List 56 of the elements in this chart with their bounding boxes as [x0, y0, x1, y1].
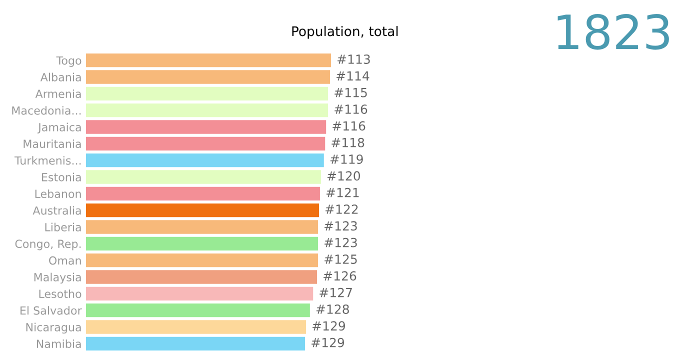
bar [86, 86, 328, 100]
y-tick-label: El Salvador [20, 306, 82, 315]
annotation: #120 [327, 171, 360, 181]
annotation: #116 [334, 104, 368, 114]
bar [86, 154, 324, 168]
bar [86, 304, 310, 318]
text: 1823 [558, 14, 669, 50]
annotation: #123 [324, 221, 357, 231]
annotation: #127 [320, 288, 352, 298]
y-tick-label: Lesotho [39, 289, 82, 298]
annotation: #115 [334, 88, 367, 98]
annotation: #119 [330, 154, 363, 164]
y-tick-label: Estonia [42, 172, 81, 182]
y-tick-label: Liberia [45, 222, 81, 232]
bar [86, 220, 318, 234]
y-tick-label: Albania [40, 72, 81, 82]
annotation: #129 [312, 338, 344, 348]
y-tick-label: Jamaica [38, 122, 81, 134]
bar [86, 320, 306, 334]
annotation: #126 [324, 271, 356, 281]
bar [86, 186, 320, 200]
annotation: #114 [336, 71, 370, 80]
bar [86, 236, 318, 250]
bar [86, 120, 326, 134]
annotation: #121 [326, 188, 359, 198]
annotation: #123 [324, 238, 357, 248]
annotation: #116 [332, 121, 366, 131]
y-tick-label: Congo, Rep. [15, 240, 81, 250]
annotation: #128 [316, 304, 349, 314]
y-tick-label: Nicaragua [26, 322, 81, 334]
y-tick-label: Togo [56, 56, 82, 67]
bar [86, 204, 319, 218]
y-tick-label: Namibia [36, 339, 81, 348]
annotation: #125 [324, 254, 357, 264]
annotation: #113 [338, 54, 370, 64]
bar [86, 270, 318, 284]
bar [86, 254, 318, 268]
bar [86, 54, 331, 68]
annotation: #118 [332, 138, 364, 148]
y-tick-label: Mauritania [24, 139, 81, 148]
y-tick-label: Macedonia... [12, 106, 81, 115]
y-tick-label: Oman [49, 256, 81, 265]
y-tick-label: Australia [32, 206, 81, 215]
y-tick-label: Armenia [35, 89, 81, 98]
bar [86, 104, 328, 118]
bar [86, 70, 330, 84]
y-tick-label: Lebanon [35, 189, 81, 198]
y-tick-label: Turkmenis... [14, 156, 81, 165]
bar [86, 286, 314, 300]
bar [86, 136, 326, 150]
chart-title: Population, total [292, 26, 398, 39]
bar [86, 336, 306, 350]
y-tick-label: Malaysia [34, 272, 81, 284]
annotation: #129 [312, 321, 346, 331]
bar [86, 170, 321, 184]
annotation: #122 [326, 204, 358, 214]
